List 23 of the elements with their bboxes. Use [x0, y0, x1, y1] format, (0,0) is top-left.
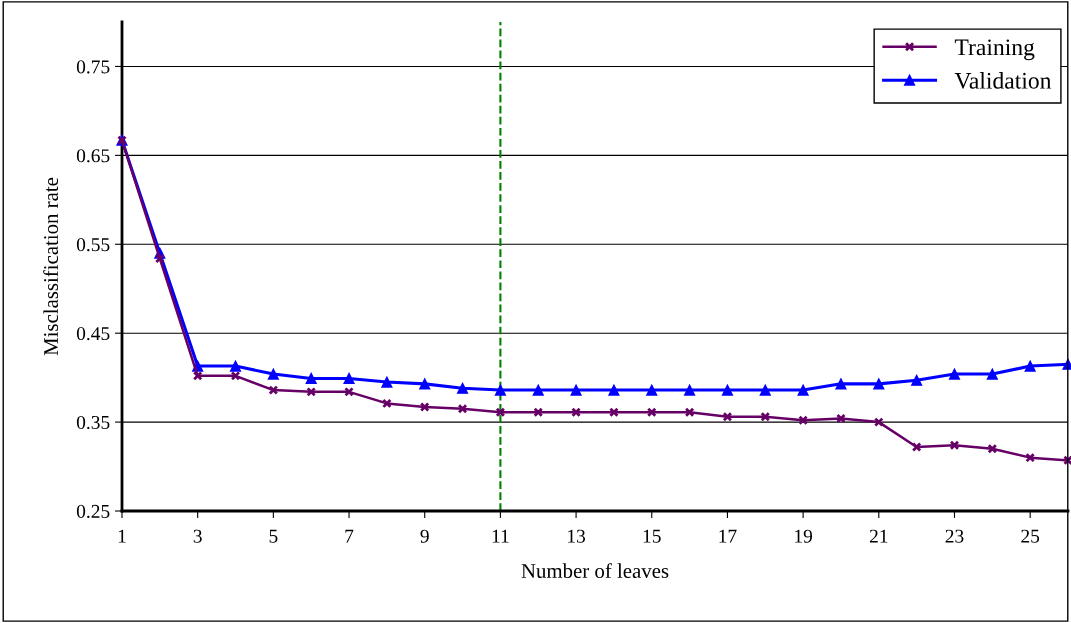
legend-label: Training — [954, 39, 1035, 61]
y-tick-label: 0.65 — [76, 149, 110, 163]
y-tick-label: 0.25 — [76, 504, 110, 519]
x-tick-label: 21 — [869, 529, 888, 543]
y-tick-label: 0.55 — [76, 238, 110, 252]
legend-label: Validation — [954, 72, 1052, 89]
x-axis-title: Number of leaves — [521, 563, 669, 579]
y-tick-label: 0.45 — [76, 327, 110, 341]
x-tick-label: 15 — [643, 529, 661, 543]
x-tick-label: 17 — [719, 529, 737, 543]
x-tick-label: 23 — [945, 529, 964, 543]
x-tick-label: 9 — [420, 529, 429, 543]
x-tick-label: 11 — [492, 529, 509, 543]
x-tick-label: 7 — [345, 529, 354, 543]
x-tick-label: 5 — [269, 529, 278, 543]
x-tick-label: 13 — [568, 529, 586, 543]
x-tick-label: 19 — [795, 529, 813, 543]
y-axis-title: Misclassification rate — [43, 177, 59, 356]
y-tick-label: 0.35 — [76, 415, 110, 430]
x-tick-label: 3 — [193, 529, 202, 543]
y-tick-label: 0.75 — [76, 60, 110, 74]
x-tick-label: 25 — [1021, 529, 1040, 543]
x-tick-label: 1 — [118, 529, 126, 543]
